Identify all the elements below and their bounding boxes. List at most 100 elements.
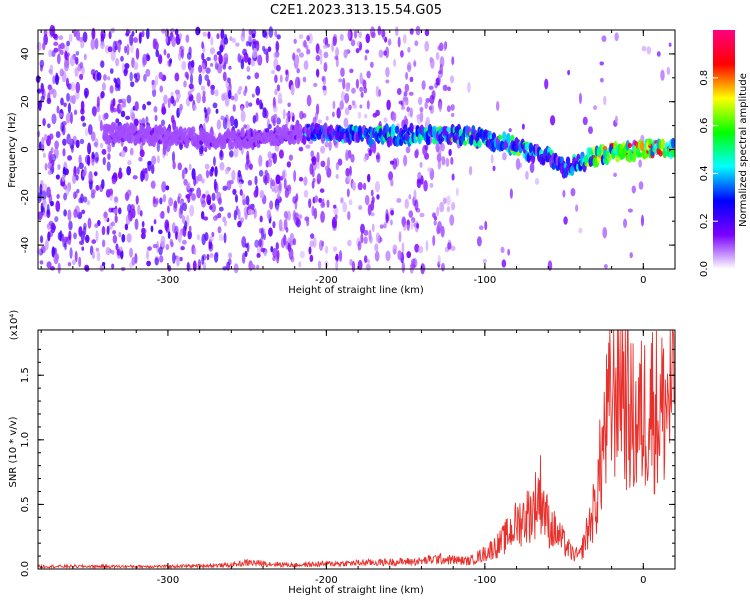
spectral-speckle: [362, 79, 367, 90]
spectral-speckle: [379, 224, 384, 229]
spectral-speckle: [188, 225, 192, 232]
spectral-speckle: [293, 169, 297, 182]
spectral-speckle: [81, 209, 86, 215]
spectral-speckle: [72, 173, 77, 185]
spectral-speckle: [334, 55, 339, 61]
spectral-speckle: [237, 220, 242, 228]
spectral-speckle: [86, 200, 91, 206]
spectral-speckle: [153, 219, 157, 225]
spectral-speckle: [614, 115, 618, 124]
spectral-speckle: [186, 52, 192, 60]
colorbar-tick-label: 0.2: [699, 213, 710, 229]
spectral-speckle: [318, 240, 324, 251]
spectral-speckle: [445, 157, 450, 168]
spectral-speckle: [142, 103, 147, 111]
spectral-speckle: [91, 27, 96, 40]
colorbar-tick-label: 0.4: [699, 165, 710, 181]
spectral-speckle: [186, 182, 191, 191]
spectral-speckle: [190, 60, 195, 68]
spectral-speckle: [383, 221, 388, 229]
figure-title: C2E1.2023.313.15.54.G05: [270, 3, 442, 18]
spectral-speckle: [54, 140, 59, 150]
spectral-speckle: [268, 26, 274, 38]
spectral-speckle: [191, 193, 196, 201]
spectral-speckle: [216, 191, 222, 202]
spectral-speckle: [243, 124, 247, 129]
spectral-speckle: [250, 203, 255, 210]
spectral-speckle: [222, 185, 228, 191]
spectral-speckle: [451, 173, 455, 181]
y-tick-label: 40: [20, 48, 31, 61]
spectral-speckle: [201, 62, 206, 75]
spectral-speckle: [276, 193, 281, 200]
spectral-speckle: [80, 115, 85, 122]
spectral-speckle: [303, 176, 308, 186]
ridge-point: [637, 152, 643, 158]
spectral-speckle: [173, 201, 178, 213]
spectral-speckle: [109, 68, 114, 74]
spectral-speckle: [259, 215, 263, 223]
spectral-speckle: [306, 94, 312, 107]
spectral-speckle: [370, 189, 374, 197]
spectral-speckle: [237, 169, 242, 178]
spectral-speckle: [177, 232, 182, 243]
spectral-speckle: [290, 84, 295, 96]
x-tick-label: -100: [473, 575, 496, 586]
spectral-speckle: [207, 31, 211, 39]
spectral-speckle: [364, 54, 368, 61]
spectral-speckle: [439, 56, 445, 68]
spectral-speckle: [547, 260, 553, 271]
spectral-speckle: [334, 255, 339, 260]
spectral-speckle: [397, 36, 401, 48]
spectral-speckle: [285, 112, 291, 117]
spectral-speckle: [256, 264, 260, 270]
spectral-speckle: [137, 204, 141, 216]
spectral-speckle: [235, 42, 240, 47]
spectral-speckle: [317, 260, 322, 269]
spectral-speckle: [379, 237, 383, 243]
spectral-speckle: [322, 44, 328, 49]
spectral-speckle: [441, 156, 446, 166]
spectral-speckle: [58, 112, 64, 118]
spectral-speckle: [313, 207, 318, 220]
spectral-speckle: [124, 223, 129, 231]
spectral-speckle: [131, 256, 136, 266]
spectral-speckle: [150, 163, 155, 175]
spectral-speckle: [160, 235, 166, 248]
spectral-speckle: [228, 65, 232, 70]
spectral-speckle: [370, 212, 375, 217]
spectral-speckle: [599, 77, 604, 83]
spectral-speckle: [94, 151, 99, 164]
spectral-speckle: [96, 251, 101, 262]
spectral-speckle: [283, 219, 288, 231]
spectral-speckle: [319, 53, 323, 65]
spectral-speckle: [368, 149, 372, 157]
spectral-speckle: [321, 198, 325, 207]
spectral-speckle: [283, 177, 287, 190]
spectral-speckle: [73, 28, 77, 38]
spectral-speckle: [83, 222, 87, 230]
spectral-speckle: [427, 167, 433, 172]
spectral-speckle: [508, 128, 512, 133]
spectral-speckle: [186, 261, 190, 272]
spectral-speckle: [279, 74, 283, 83]
spectral-speckle: [67, 209, 72, 222]
spectral-speckle: [409, 28, 414, 35]
spectral-speckle: [99, 119, 103, 132]
spectral-speckle: [153, 105, 158, 113]
spectral-speckle: [95, 230, 99, 242]
spectral-speckle: [147, 160, 152, 172]
spectral-speckle: [107, 143, 112, 153]
spectral-speckle: [392, 244, 398, 255]
spectral-speckle: [366, 70, 371, 79]
spectral-speckle: [258, 169, 264, 177]
ridge-point: [501, 131, 507, 142]
spectral-speckle: [160, 119, 166, 127]
spectral-speckle: [180, 245, 185, 251]
spectral-speckle: [140, 170, 144, 182]
x-tick-label: -300: [157, 575, 180, 586]
spectral-speckle: [349, 258, 353, 266]
ridge-point: [129, 132, 134, 144]
spectral-speckle: [57, 231, 62, 241]
